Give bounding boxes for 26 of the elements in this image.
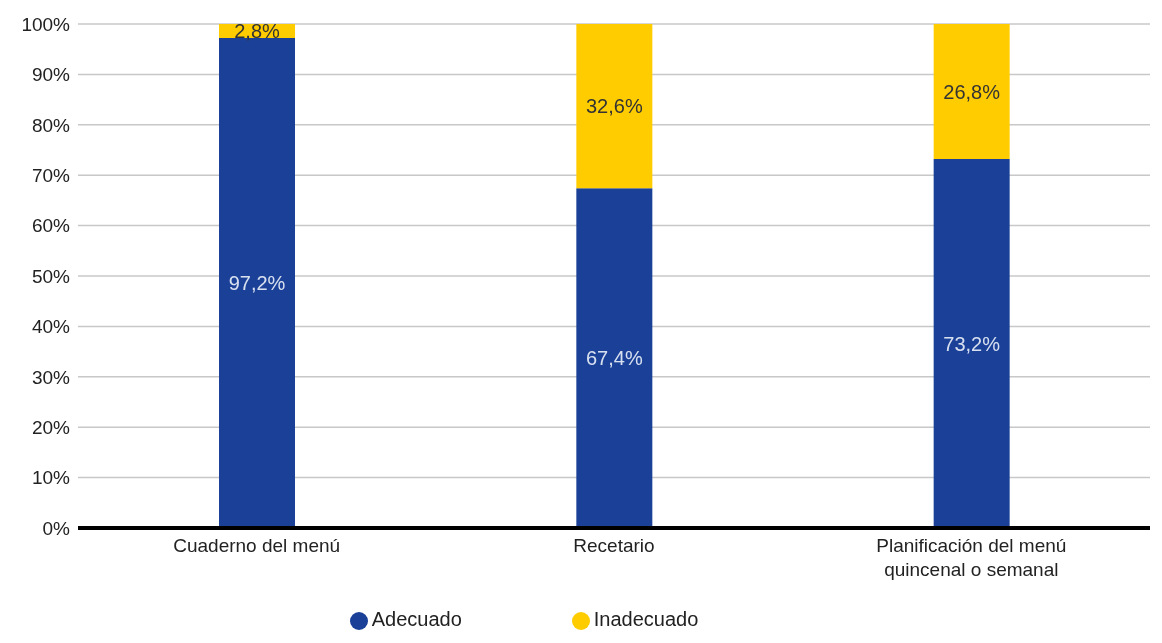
data-label: 67,4% (585, 347, 643, 370)
data-label: 73,2% (943, 332, 1001, 355)
y-tick-label: 50% (31, 265, 71, 287)
y-tick-label: 20% (31, 416, 71, 438)
legend-label: Inadecuado (593, 608, 699, 630)
y-tick-label: 30% (31, 366, 71, 388)
y-tick-label: 40% (31, 316, 71, 338)
bar (576, 24, 653, 189)
y-tick-label: 60% (31, 215, 71, 237)
data-label: 32,6% (585, 95, 643, 118)
y-tick-label: 80% (31, 114, 71, 136)
x-tick-label: Planificación del menú quincenal o semanal (876, 535, 1067, 580)
y-tick-label: 90% (31, 64, 71, 86)
y-tick-label: 100% (21, 13, 71, 35)
y-tick-label: 0% (42, 517, 71, 539)
x-tick-label: Recetario (573, 535, 655, 556)
y-tick-label: 10% (31, 467, 71, 489)
data-label: 97,2% (228, 272, 286, 295)
data-label: 2,8% (234, 20, 281, 43)
y-tick-label: 70% (31, 164, 71, 186)
bar (933, 24, 1010, 160)
data-label: 26,8% (943, 80, 1001, 103)
bar (576, 188, 653, 528)
x-tick-label: Cuaderno del menú (173, 535, 341, 556)
bar (933, 159, 1010, 528)
legend-label: Adecuado (371, 608, 462, 630)
